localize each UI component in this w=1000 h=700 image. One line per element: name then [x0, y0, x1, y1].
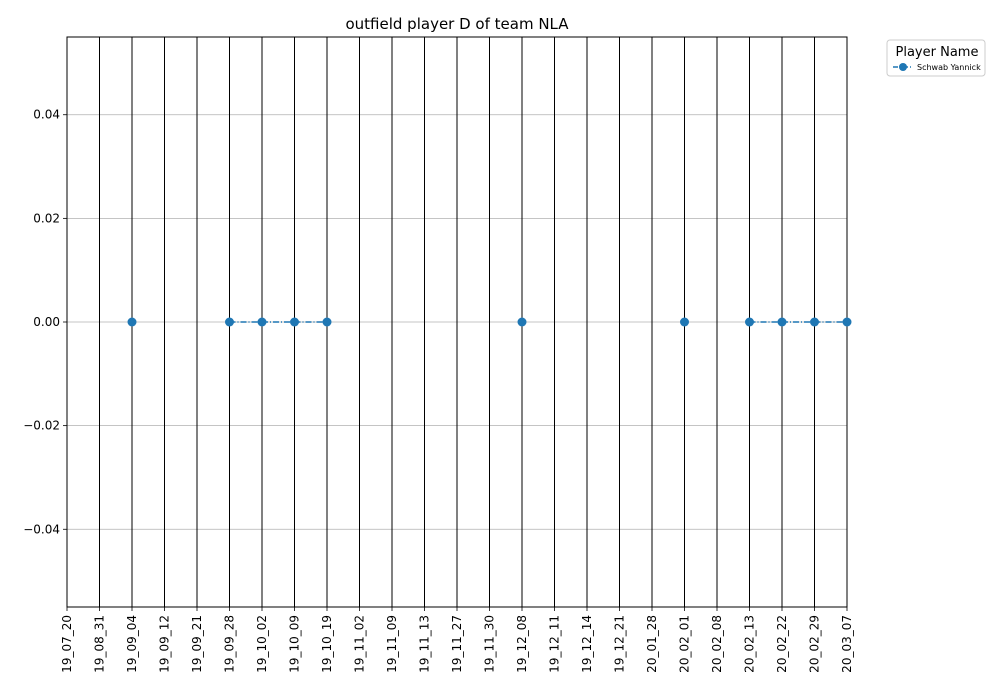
data-point	[290, 317, 299, 327]
data-point	[322, 317, 332, 327]
legend-title: Player Name	[896, 45, 979, 60]
series-layer	[127, 317, 852, 327]
x-tick-label: 19_09_04	[125, 615, 139, 673]
x-tick-label: 19_11_09	[385, 615, 399, 673]
x-tick-label: 19_08_31	[93, 615, 107, 673]
legend-marker	[899, 63, 907, 71]
legend: Player Name Schwab Yannick	[886, 39, 986, 77]
x-tick-label: 19_11_13	[418, 615, 432, 673]
legend-box	[886, 39, 986, 77]
x-tick-label: 19_09_21	[190, 615, 204, 673]
x-tick-label: 19_07_20	[60, 615, 74, 673]
y-tick-label: −0.04	[23, 522, 60, 536]
data-point	[777, 317, 787, 327]
x-tick-label: 20_02_22	[775, 615, 789, 673]
x-tick-label: 20_02_13	[743, 615, 757, 673]
x-tick-label: 19_10_09	[288, 615, 302, 673]
y-axis: 0.04 0.02 0.00 −0.02 −0.04	[23, 108, 67, 536]
x-tick-label: 20_02_29	[808, 615, 822, 673]
y-tick-label: 0.00	[33, 315, 60, 329]
x-tick-label: 19_11_27	[450, 615, 464, 673]
data-point	[257, 317, 267, 327]
x-tick-label: 19_09_28	[223, 615, 237, 673]
x-axis: 19_07_20 19_08_31 19_09_04 19_09_12 19_09_21…	[60, 607, 854, 673]
data-point	[842, 317, 852, 327]
x-tick-label: 20_03_07	[840, 615, 854, 673]
x-tick-label: 19_09_12	[158, 615, 172, 673]
data-point	[810, 317, 819, 327]
x-tick-label: 19_11_02	[353, 615, 367, 673]
x-tick-label: 19_12_11	[548, 615, 562, 673]
y-tick-label: 0.02	[33, 211, 60, 225]
data-point	[680, 317, 689, 327]
x-tick-label: 19_10_19	[320, 615, 334, 673]
x-tick-label: 20_02_01	[678, 615, 692, 673]
data-point	[517, 317, 527, 327]
chart-title: outfield player D of team NLA	[345, 15, 569, 33]
x-tick-label: 19_12_14	[580, 615, 594, 673]
data-point	[745, 317, 754, 327]
x-tick-label: 20_02_08	[710, 615, 724, 673]
y-tick-label: 0.04	[33, 108, 60, 122]
x-tick-label: 20_01_28	[645, 615, 659, 673]
x-tick-label: 19_10_02	[255, 615, 269, 673]
legend-label: Schwab Yannick	[917, 63, 981, 72]
x-tick-label: 19_11_30	[483, 615, 497, 673]
x-tick-label: 19_12_08	[515, 615, 529, 673]
data-point	[127, 317, 137, 327]
data-point	[225, 317, 234, 327]
x-tick-label: 19_12_21	[613, 615, 627, 673]
y-tick-label: −0.02	[23, 419, 60, 433]
